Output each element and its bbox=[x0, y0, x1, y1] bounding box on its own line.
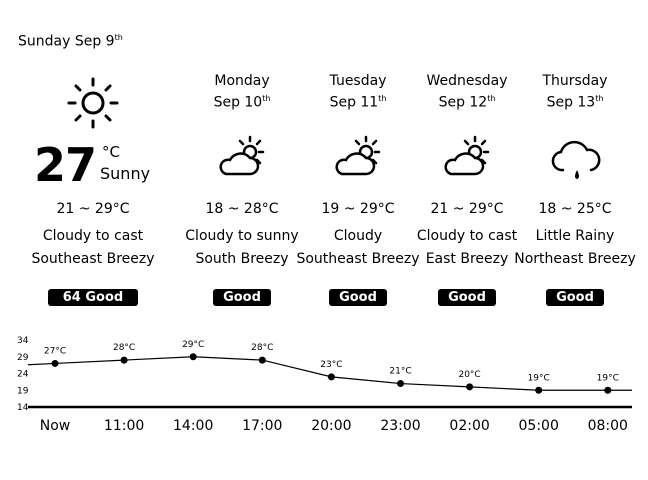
wind-text: Southeast Breezy bbox=[31, 251, 155, 267]
x-tick-label: 20:00 bbox=[311, 418, 351, 434]
data-point bbox=[51, 359, 59, 367]
data-point bbox=[535, 386, 543, 394]
partly-cloudy-icon bbox=[444, 135, 490, 176]
data-label: 28°C bbox=[251, 343, 273, 353]
aqi-badge: Good bbox=[546, 289, 604, 306]
data-point bbox=[466, 383, 474, 391]
aqi-badge: Good bbox=[213, 289, 271, 306]
day-name: Tuesday bbox=[329, 73, 387, 89]
temp-range: 18 ~ 25°C bbox=[538, 201, 612, 217]
wind-text: South Breezy bbox=[195, 251, 289, 267]
data-label: 20°C bbox=[458, 370, 480, 380]
temp-range: 19 ~ 29°C bbox=[321, 201, 395, 217]
wind-text: Southeast Breezy bbox=[296, 251, 420, 267]
forecast-text: Cloudy to cast bbox=[416, 228, 518, 244]
current-condition: Sunny bbox=[100, 164, 151, 183]
data-label: 28°C bbox=[113, 343, 135, 353]
forecast-text: Cloudy bbox=[333, 228, 383, 244]
x-tick-label: 14:00 bbox=[173, 418, 213, 434]
aqi-badge: Good bbox=[329, 289, 387, 306]
temp-range: 21 ~ 29°C bbox=[56, 201, 130, 217]
data-point bbox=[120, 356, 128, 364]
x-tick-label: 11:00 bbox=[104, 418, 144, 434]
day-date: Sep 13th bbox=[546, 94, 604, 111]
x-tick-label: 08:00 bbox=[588, 418, 628, 434]
y-tick-label: 14 bbox=[17, 403, 29, 413]
forecast-text: Cloudy to sunny bbox=[185, 228, 299, 244]
today-date: Sunday Sep 9th bbox=[18, 33, 123, 50]
data-point bbox=[327, 373, 335, 381]
temp-range: 21 ~ 29°C bbox=[430, 201, 504, 217]
day-name: Thursday bbox=[542, 73, 608, 89]
temp-range: 18 ~ 28°C bbox=[205, 201, 279, 217]
y-tick-label: 24 bbox=[17, 370, 29, 380]
aqi-badge: 64 Good bbox=[48, 289, 138, 306]
wind-text: Northeast Breezy bbox=[514, 251, 636, 267]
x-tick-label: 23:00 bbox=[380, 418, 420, 434]
y-tick-label: 19 bbox=[17, 386, 29, 396]
light-rain-icon bbox=[551, 140, 601, 179]
data-point bbox=[189, 353, 197, 361]
y-tick-label: 29 bbox=[17, 353, 29, 363]
day-name: Wednesday bbox=[426, 73, 508, 89]
x-tick-label: Now bbox=[40, 418, 71, 434]
x-tick-label: 05:00 bbox=[519, 418, 559, 434]
day-date: Sep 11th bbox=[329, 94, 387, 111]
data-label: 19°C bbox=[528, 373, 550, 383]
data-point bbox=[258, 356, 266, 364]
y-tick-label: 34 bbox=[17, 336, 29, 346]
x-tick-label: 02:00 bbox=[449, 418, 489, 434]
x-tick-label: 17:00 bbox=[242, 418, 282, 434]
day-date: Sep 12th bbox=[438, 94, 496, 111]
data-label: 23°C bbox=[320, 360, 342, 370]
data-point bbox=[397, 380, 404, 388]
day-name: Monday bbox=[214, 73, 270, 89]
sun-icon bbox=[67, 77, 119, 129]
data-label: 19°C bbox=[597, 373, 619, 383]
data-label: 27°C bbox=[44, 346, 66, 356]
data-label: 21°C bbox=[389, 367, 411, 377]
forecast-text: Cloudy to cast bbox=[42, 228, 144, 244]
data-label: 29°C bbox=[182, 340, 204, 350]
partly-cloudy-icon bbox=[335, 135, 381, 176]
hourly-temperature-chart: 34 29 24 19 14 27°C Now 28°C 11:00 29°C 14:00 28°C 1… bbox=[17, 336, 632, 434]
aqi-badge: Good bbox=[438, 289, 496, 306]
data-point bbox=[604, 386, 612, 394]
day-date: Sep 10th bbox=[213, 94, 271, 111]
current-temperature: 27 bbox=[34, 138, 97, 192]
partly-cloudy-icon bbox=[219, 135, 265, 176]
forecast-text: Little Rainy bbox=[535, 228, 615, 244]
wind-text: East Breezy bbox=[425, 251, 509, 267]
temperature-unit: °C bbox=[102, 143, 120, 161]
